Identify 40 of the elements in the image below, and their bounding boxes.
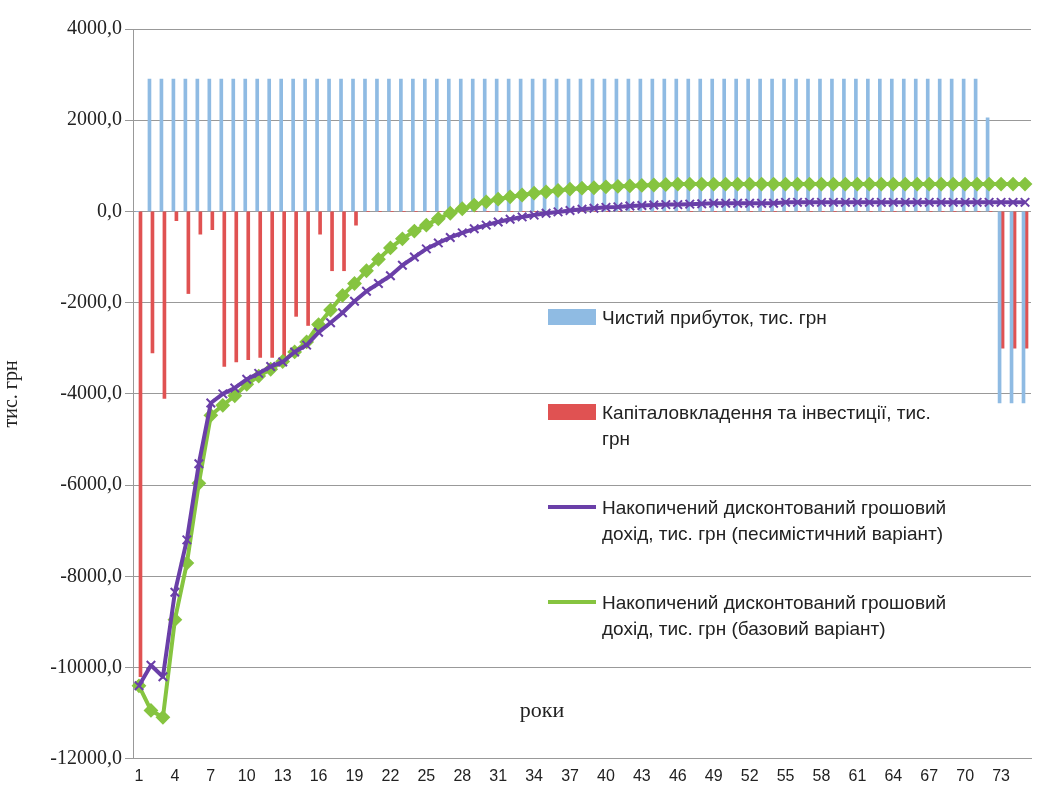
- legend-label: Накопичений дисконтований грошовий дохід, тис. грн (песимістичний варіант): [602, 496, 947, 546]
- x-tick-label: 70: [956, 766, 975, 784]
- legend-label: Капіталовкладення та інвестиції, тис. грн: [602, 401, 932, 451]
- x-tick-label: 37: [561, 766, 580, 784]
- x-tick-label: 34: [525, 766, 544, 784]
- x-tick-label: 31: [489, 766, 508, 784]
- x-tick-label: 64: [884, 766, 903, 784]
- legend-label: Чистий прибуток, тис. грн: [602, 306, 828, 330]
- x-axis-title: роки: [519, 696, 565, 722]
- y-tick-label: 0,0: [97, 198, 122, 221]
- x-tick-label: 28: [453, 766, 472, 784]
- x-tick-label: 43: [632, 766, 651, 784]
- x-tick-label: 1: [134, 766, 144, 784]
- y-tick-label: -4000,0: [60, 381, 122, 404]
- x-tick-label: 22: [381, 766, 400, 784]
- x-tick-label: 73: [992, 766, 1011, 784]
- x-tick-label: 49: [704, 766, 723, 784]
- x-tick-label: 67: [920, 766, 939, 784]
- y-axis-title: тис. грн: [0, 359, 23, 428]
- x-tick-label: 58: [812, 766, 831, 784]
- y-tick-label: -6000,0: [60, 472, 122, 495]
- y-tick-label: -8000,0: [60, 563, 122, 586]
- y-tick-label: 4000,0: [67, 16, 122, 39]
- x-tick-label: 10: [237, 766, 256, 784]
- x-tick-label: 19: [345, 766, 364, 784]
- y-tick-label: -2000,0: [60, 289, 122, 312]
- x-tick-label: 52: [740, 766, 759, 784]
- x-tick-label: 4: [170, 766, 180, 784]
- x-tick-label: 7: [206, 766, 216, 784]
- x-tick-label: 25: [417, 766, 436, 784]
- x-tick-label: 55: [776, 766, 795, 784]
- y-tick-label: -12000,0: [50, 746, 122, 769]
- y-tick-label: -10000,0: [50, 654, 122, 677]
- x-tick-label: 13: [273, 766, 292, 784]
- y-tick-label: 2000,0: [67, 107, 122, 130]
- legend-label: Накопичений дисконтований грошовий дохід, тис. грн (базовий варіант): [602, 591, 947, 641]
- x-tick-label: 16: [309, 766, 328, 784]
- x-tick-label: 61: [848, 766, 867, 784]
- x-tick-label: 46: [668, 766, 687, 784]
- x-tick-label: 40: [597, 766, 615, 784]
